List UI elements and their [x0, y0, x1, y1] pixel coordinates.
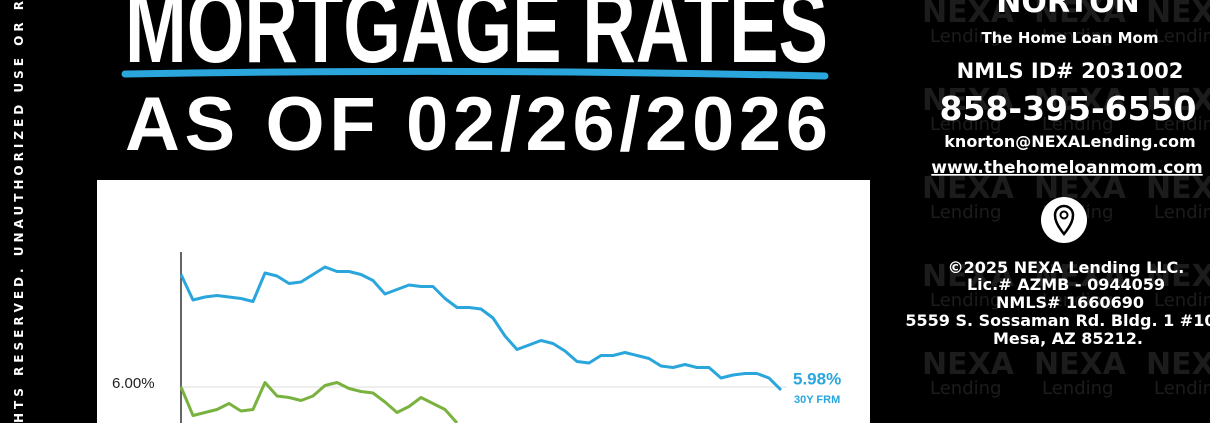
tagline: The Home Loan Mom	[982, 29, 1159, 47]
company-line: Mesa, AZ 85212.	[993, 329, 1143, 348]
watermark-sub: Lending	[1154, 114, 1210, 135]
series-name: 30Y FRM	[794, 394, 840, 406]
watermark-sub: Lending	[1154, 26, 1210, 47]
title-underline	[121, 67, 829, 80]
y-tick-label: 6.00%	[112, 375, 155, 392]
watermark-brand: NEXA	[1034, 171, 1127, 206]
watermark-brand: NEXA	[1146, 0, 1210, 30]
watermark-brand: NEXA	[1034, 259, 1127, 294]
company-line: NMLS# 1660690	[996, 293, 1144, 312]
watermark-brand: NEXA	[922, 347, 1015, 382]
watermark-sub: Lending	[1042, 114, 1113, 135]
company-line: Lic.# AZMB - 0944059	[967, 275, 1165, 294]
watermark-sub: Lending	[1042, 26, 1113, 47]
watermark: NEXALendingNEXALendingNEXALendingNEXALen…	[922, 0, 1210, 399]
watermark-brand: NEXA	[922, 0, 1015, 30]
watermark-brand: NEXA	[1146, 347, 1210, 382]
nmls-id: NMLS ID# 2031002	[957, 59, 1184, 83]
watermark-brand: NEXA	[1034, 0, 1127, 30]
watermark-brand: NEXA	[1146, 259, 1210, 294]
chart-card	[97, 180, 870, 423]
watermark-sub: Lending	[1154, 290, 1210, 311]
watermark-brand: NEXA	[1034, 347, 1127, 382]
watermark-brand: NEXA	[922, 171, 1015, 206]
company-line: 5559 S. Sossaman Rd. Bldg. 1 #101	[905, 311, 1210, 330]
watermark-sub: Lending	[930, 26, 1001, 47]
watermark-sub: Lending	[1154, 378, 1210, 399]
watermark-brand: NEXA	[1034, 83, 1127, 118]
subtitle: AS OF 02/26/2026	[125, 82, 828, 167]
agent-name: NORTON	[996, 0, 1139, 20]
watermark-sub: Lending	[1154, 202, 1210, 223]
website: www.thehomeloanmom.com	[931, 158, 1202, 178]
watermark-sub: Lending	[930, 290, 1001, 311]
watermark-brand: NEXA	[922, 259, 1015, 294]
company-line: ©2025 NEXA Lending LLC.	[948, 258, 1185, 277]
side-notice: HTS RESERVED. UNAUTHORIZED USE OR R	[12, 0, 26, 423]
series-line	[179, 265, 783, 392]
location-icon	[1041, 197, 1087, 243]
watermark-sub: Lending	[930, 114, 1001, 135]
email: knorton@NEXALending.com	[944, 132, 1195, 151]
watermark-brand: NEXA	[922, 83, 1015, 118]
watermark-sub: Lending	[1042, 290, 1113, 311]
series-line	[179, 381, 459, 423]
pin	[1053, 204, 1075, 237]
watermark-brand: NEXA	[1146, 171, 1210, 206]
contact: NORTON The Home Loan Mom NMLS ID# 203100…	[905, 0, 1210, 348]
phone: 858-395-6550	[939, 89, 1196, 128]
chart: 6.00% 5.98% 30Y FRM	[112, 252, 841, 423]
pin-dot	[1059, 210, 1069, 220]
end-label: 5.98%	[793, 369, 841, 388]
watermark-sub: Lending	[930, 202, 1001, 223]
watermark-sub: Lending	[930, 378, 1001, 399]
watermark-sub: Lending	[1042, 378, 1113, 399]
watermark-brand: NEXA	[1146, 83, 1210, 118]
